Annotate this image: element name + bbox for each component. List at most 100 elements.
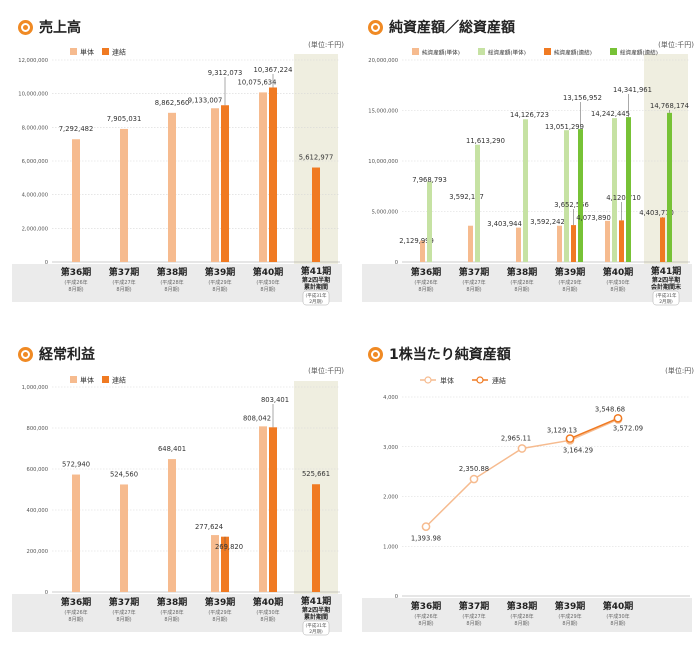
sales-title: 売上高 <box>18 17 81 37</box>
legend-swatch <box>70 376 77 383</box>
x-category-sub: (平成30年 <box>256 609 279 616</box>
legend-swatch <box>102 48 109 55</box>
y-tick-label: 20,000,000 <box>368 58 398 64</box>
y-tick-label: 10,000,000 <box>368 159 398 165</box>
data-label: 9,312,073 <box>208 69 243 77</box>
bar <box>312 484 320 592</box>
y-tick-label: 400,000 <box>27 508 48 514</box>
data-label: 808,042 <box>243 414 271 422</box>
legend-swatch <box>102 376 109 383</box>
data-label: 2,350.88 <box>459 465 489 473</box>
bar <box>120 484 128 592</box>
legend-label: 単体 <box>440 376 454 385</box>
bar <box>468 225 473 262</box>
x-category-label: 第37期 <box>109 596 140 608</box>
x-category-sub: 8月期) <box>610 621 625 627</box>
x-category-sub: (平成26年 <box>64 279 87 286</box>
note-box <box>302 620 330 636</box>
assets-unit-label: (単位:千円) <box>658 41 694 49</box>
data-label: 8,862,560 <box>155 99 190 107</box>
x-category-sub: (平成26年 <box>414 279 437 286</box>
bar <box>475 144 480 262</box>
bar <box>168 112 176 263</box>
x-category-label: 第40期 <box>253 266 284 278</box>
x-category-sub: 8月期) <box>418 621 433 627</box>
bar <box>427 181 432 262</box>
bar <box>578 129 583 262</box>
data-label: 4,403,770 <box>639 209 674 217</box>
series-line <box>569 417 619 440</box>
y-tick-label: 0 <box>45 590 48 596</box>
bps-panel: 1株当たり純資産額 (単位:円) 4,000 3,000 2,000 1,000 0 第3… <box>350 330 700 663</box>
data-label: 13,051,299 <box>545 123 584 131</box>
bar <box>564 130 569 262</box>
legend-label: 単体 <box>80 48 94 57</box>
data-point <box>565 434 575 443</box>
circle-bullet-icon <box>368 346 383 362</box>
data-label: 269,820 <box>215 543 243 551</box>
data-label: 3,164.29 <box>563 447 593 455</box>
ordinary-income-chart: 1,000,000 800,000 600,000 400,000 200,000 0 第3… <box>12 376 342 636</box>
x-category-sub: (平成30年 <box>606 613 629 620</box>
x-category-note: (平成31年 <box>656 292 677 299</box>
x-category-sub: 8月期) <box>562 621 577 627</box>
data-point <box>613 413 623 423</box>
ordinary-income-panel: 経常利益 (単位:千円) 1,000,000 800,000 600,000 400,… <box>0 330 350 663</box>
x-category-label: 第38期 <box>157 596 188 608</box>
x-category-label: 第39期 <box>555 266 586 278</box>
bar <box>72 139 80 262</box>
legend-label: 単体 <box>80 376 94 385</box>
x-category-sub: 8月期) <box>466 621 481 627</box>
x-category-sub: (平成28年 <box>160 609 183 616</box>
y-tick-label: 1,000,000 <box>22 385 48 391</box>
bps-title: 1株当たり純資産額 <box>368 344 511 364</box>
bar <box>259 92 267 262</box>
data-label: 3,129.13 <box>547 426 577 434</box>
data-label: 3,548.68 <box>595 405 625 413</box>
bar <box>120 128 128 262</box>
bar <box>612 118 617 262</box>
x-category-note: (平成31年 <box>306 292 327 299</box>
data-label: 524,560 <box>110 470 138 478</box>
bar <box>221 105 229 263</box>
x-category-sub: 8月期) <box>260 287 275 293</box>
y-tick-label: 12,000,000 <box>18 58 48 64</box>
y-tick-label: 3,000 <box>383 445 398 451</box>
x-category-note: (平成31年 <box>306 622 327 629</box>
data-label: 3,592,242 <box>530 218 565 226</box>
x-label-band <box>362 598 692 632</box>
data-label: 648,401 <box>158 445 186 453</box>
bar <box>211 108 219 262</box>
x-category-note: 2月期) <box>309 629 323 635</box>
bar <box>660 217 665 262</box>
x-category-sub: (平成26年 <box>414 613 437 620</box>
bar <box>168 459 176 592</box>
data-label: 803,401 <box>261 396 289 404</box>
data-point <box>469 474 479 484</box>
x-category-sub: 8月期) <box>610 287 625 293</box>
x-category-sub: 累計期間 <box>304 283 328 291</box>
data-label: 7,968,793 <box>412 176 447 184</box>
bps-unit-label: (単位:円) <box>665 367 694 375</box>
x-category-sub: 8月期) <box>116 287 131 293</box>
y-tick-label: 0 <box>395 260 398 266</box>
x-category-sub: 8月期) <box>116 617 131 623</box>
data-label: 7,905,031 <box>107 115 142 123</box>
assets-chart: 20,000,000 15,000,000 10,000,000 5,000,000 0… <box>362 48 692 306</box>
y-tick-label: 2,000,000 <box>22 226 48 232</box>
y-tick-label: 5,000,000 <box>372 210 398 216</box>
legend-label: 連結 <box>112 376 126 385</box>
legend-swatch <box>544 48 551 55</box>
bar <box>420 240 425 262</box>
note-box <box>302 290 330 306</box>
legend-swatch <box>610 48 617 55</box>
bar <box>605 220 610 262</box>
x-category-label: 第36期 <box>61 266 92 278</box>
x-category-label: 第38期 <box>157 266 188 278</box>
legend-swatch <box>424 376 432 384</box>
data-label: 3,652,556 <box>554 201 589 209</box>
note-box <box>652 290 680 306</box>
data-label: 3,572.09 <box>613 424 643 432</box>
y-tick-label: 8,000,000 <box>22 125 48 131</box>
x-label-band <box>12 594 342 632</box>
